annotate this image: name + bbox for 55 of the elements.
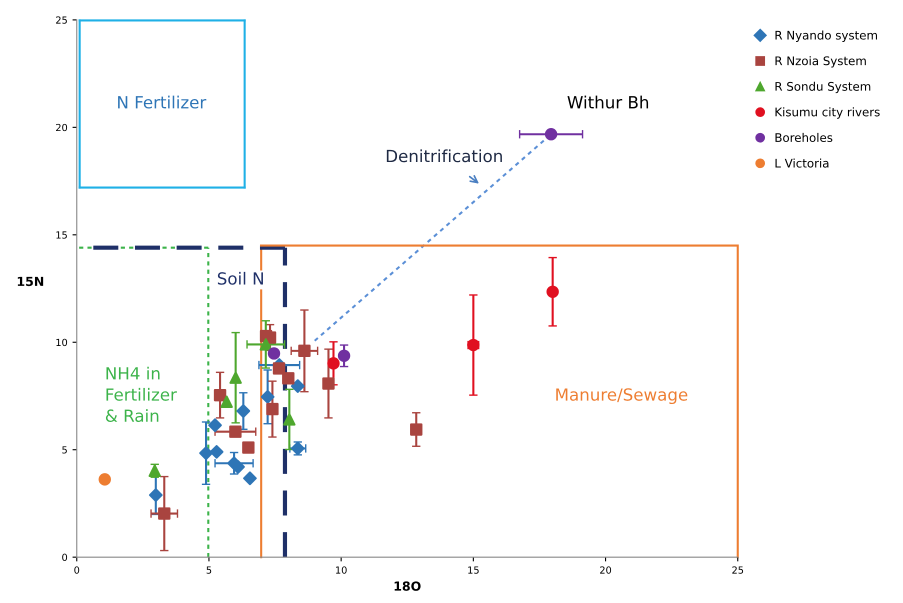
x-tick-label: 5 bbox=[206, 566, 212, 574]
point bbox=[546, 286, 559, 298]
point bbox=[327, 357, 340, 370]
point bbox=[268, 347, 280, 360]
point bbox=[266, 402, 279, 416]
point bbox=[243, 471, 257, 486]
legend-label: Boreholes bbox=[776, 132, 832, 142]
point bbox=[260, 338, 272, 351]
point bbox=[272, 362, 286, 375]
point bbox=[208, 418, 222, 432]
point bbox=[214, 388, 226, 402]
point bbox=[236, 404, 250, 418]
point bbox=[98, 473, 111, 486]
point bbox=[260, 390, 275, 404]
legend-label: R Nzoia System bbox=[776, 56, 866, 68]
point bbox=[229, 372, 242, 384]
annotation: Soil N bbox=[218, 272, 263, 285]
point bbox=[410, 423, 422, 436]
x-tick-label: 15 bbox=[468, 566, 479, 574]
y-axis-title: 15N bbox=[18, 276, 44, 286]
point bbox=[544, 128, 558, 140]
point bbox=[242, 441, 255, 454]
x-tick-label: 10 bbox=[336, 566, 347, 574]
annotation: Manure/Sewage bbox=[556, 388, 688, 404]
x-tick-label: 20 bbox=[600, 566, 612, 574]
point bbox=[290, 379, 305, 393]
annotation: Withur Bh bbox=[567, 96, 648, 109]
legend-label: R Nyando system bbox=[776, 30, 877, 42]
y-tick-label: 0 bbox=[62, 554, 68, 562]
point bbox=[322, 377, 335, 390]
y-tick-label: 25 bbox=[56, 16, 67, 24]
y-tick-label: 20 bbox=[56, 124, 68, 132]
point bbox=[229, 425, 242, 438]
point bbox=[231, 460, 245, 474]
point bbox=[158, 507, 170, 520]
y-tick-label: 15 bbox=[56, 231, 67, 239]
point bbox=[210, 445, 224, 459]
x-axis-title: 18O bbox=[394, 581, 421, 591]
x-tick-label: 25 bbox=[732, 566, 744, 574]
x-tick-label: 0 bbox=[74, 566, 80, 574]
legend-label: Kisumu city rivers bbox=[776, 107, 880, 119]
point bbox=[220, 396, 233, 408]
point bbox=[338, 350, 350, 362]
legend-label: R Sondu System bbox=[776, 82, 870, 94]
y-tick-label: 5 bbox=[62, 446, 67, 454]
point bbox=[148, 488, 163, 502]
annotation: NH4 in Fertilizer & Rain bbox=[106, 366, 177, 422]
annotation: Denitrification bbox=[386, 149, 502, 162]
point bbox=[199, 446, 213, 460]
legend-label: L Victoria bbox=[776, 158, 828, 168]
point bbox=[282, 372, 294, 385]
point bbox=[283, 413, 296, 426]
y-tick-label: 10 bbox=[56, 338, 68, 346]
point bbox=[298, 344, 311, 358]
annotation: N Fertilizer bbox=[118, 96, 206, 109]
